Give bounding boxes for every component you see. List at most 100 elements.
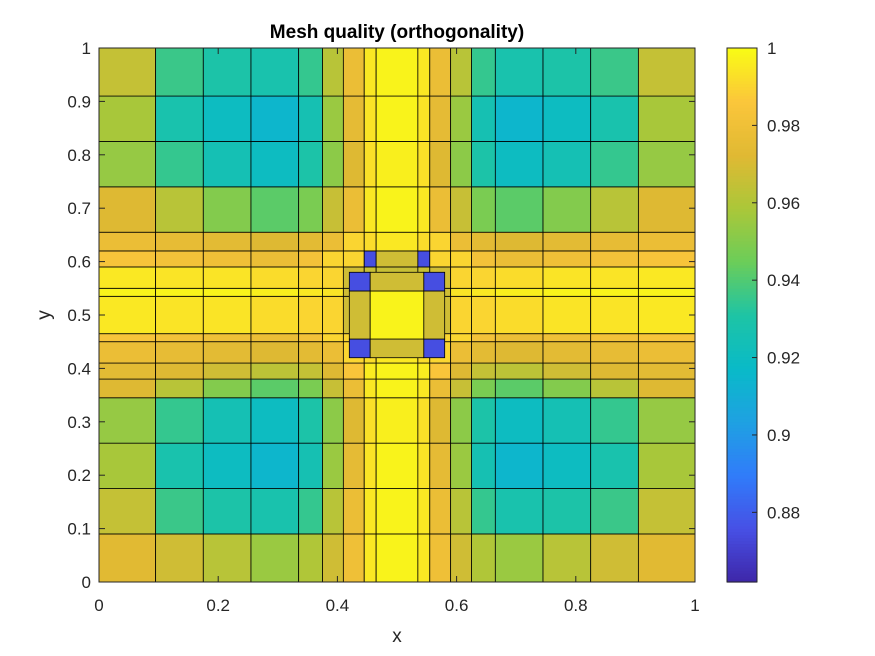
colorbar-swatch — [727, 309, 757, 313]
mesh-cell — [363, 378, 377, 399]
colorbar-swatch — [727, 401, 757, 405]
mesh-cell — [494, 333, 544, 343]
colorbar-swatch — [727, 335, 757, 340]
mesh-cell — [417, 141, 431, 188]
colorbar-swatch — [727, 347, 757, 352]
mesh-cell — [450, 378, 472, 399]
colorbar-swatch — [727, 92, 757, 97]
mesh-cell — [322, 341, 344, 364]
colorbar: 0.88 0.9 0.92 0.94 0.96 0.98 1 — [726, 39, 800, 583]
colorbar-swatch — [727, 77, 757, 82]
mesh-cell — [155, 295, 204, 335]
colorbar-swatch — [727, 374, 757, 378]
mesh-cell — [99, 442, 157, 489]
mesh-cell — [342, 533, 365, 582]
mesh-cell — [471, 397, 496, 444]
mesh-cell — [450, 141, 472, 188]
mesh-cell — [155, 397, 204, 444]
mesh-cell — [450, 186, 472, 233]
mesh-cell — [298, 266, 323, 289]
colorbar-swatch — [727, 154, 757, 159]
mesh-cell — [471, 287, 496, 297]
colorbar-swatch — [727, 86, 757, 91]
colorbar-swatch — [727, 214, 757, 218]
colorbar-swatch — [727, 481, 757, 485]
colorbar-swatch — [727, 326, 757, 331]
colorbar-swatch — [727, 398, 757, 402]
mesh-cell — [99, 141, 157, 188]
colorbar-swatch — [727, 252, 757, 257]
mesh-cell — [637, 341, 695, 364]
mesh-cell — [99, 266, 157, 289]
colorbar-swatch — [727, 558, 757, 562]
mesh-cell — [363, 231, 377, 252]
mesh-cell — [637, 141, 695, 188]
mesh-cell — [494, 287, 544, 297]
colorbar-swatch — [727, 157, 757, 162]
colorbar-swatch — [727, 445, 757, 450]
mesh-cell — [363, 95, 377, 142]
mesh-cell — [250, 266, 300, 289]
mesh-cell — [375, 141, 419, 188]
colorbar-swatch — [727, 436, 757, 441]
center-mesh-cell — [348, 338, 371, 359]
mesh-cell — [298, 362, 323, 380]
colorbar-swatch — [727, 344, 757, 349]
colorbar-swatch — [727, 317, 757, 322]
mesh-cell — [494, 488, 544, 535]
mesh-cell — [202, 341, 252, 364]
mesh-cell — [429, 141, 452, 188]
mesh-cell — [450, 48, 472, 97]
colorbar-swatch — [727, 151, 757, 156]
mesh-cell — [375, 533, 419, 582]
colorbar-swatch — [727, 513, 757, 518]
mesh-cell — [542, 488, 592, 535]
mesh-cell — [298, 48, 323, 97]
colorbar-swatch — [727, 74, 757, 79]
mesh-cell — [590, 378, 639, 399]
mesh-cell — [298, 95, 323, 142]
x-tick-label: 0.4 — [326, 596, 350, 615]
mesh-cell — [429, 442, 452, 489]
mesh-cell — [202, 250, 252, 268]
colorbar-swatch — [727, 439, 757, 444]
mesh-cell — [99, 250, 157, 268]
colorbar-swatch — [727, 540, 757, 545]
mesh-cell — [417, 378, 431, 399]
colorbar-swatch — [727, 579, 757, 583]
colorbar-swatch — [727, 564, 757, 568]
mesh-cell — [202, 95, 252, 142]
colorbar-swatch — [727, 276, 757, 280]
mesh-cell — [590, 533, 639, 582]
mesh-cell — [471, 533, 496, 582]
mesh-cell — [298, 341, 323, 364]
mesh-cell — [542, 95, 592, 142]
mesh-cell — [542, 231, 592, 252]
colorbar-swatch — [727, 217, 757, 221]
mesh-cell — [250, 341, 300, 364]
mesh-cell — [590, 141, 639, 188]
colorbar-swatch — [727, 323, 757, 328]
mesh-cell — [375, 250, 419, 268]
colorbar-swatch — [727, 128, 757, 132]
colorbar-swatch — [727, 454, 757, 458]
mesh-cell — [417, 48, 431, 97]
mesh-cell — [250, 287, 300, 297]
colorbar-swatch — [727, 181, 757, 186]
mesh-cell — [298, 442, 323, 489]
colorbar-swatch — [727, 249, 757, 254]
colorbar-swatch — [727, 415, 757, 420]
colorbar-swatch — [727, 395, 757, 399]
mesh-cell — [471, 378, 496, 399]
colorbar-swatch — [727, 160, 757, 165]
colorbar-swatch — [727, 546, 757, 550]
mesh-cell — [471, 250, 496, 268]
colorbar-swatch — [727, 359, 757, 364]
mesh-cell — [99, 231, 157, 252]
mesh-cell — [322, 533, 344, 582]
colorbar-swatch — [727, 383, 757, 387]
mesh-cell — [99, 362, 157, 380]
colorbar-swatch — [727, 501, 757, 506]
colorbar-swatch — [727, 178, 757, 183]
